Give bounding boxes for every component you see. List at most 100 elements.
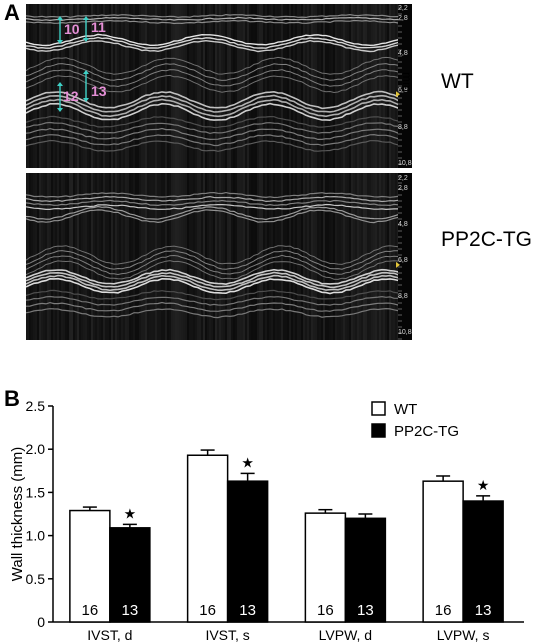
echo-band	[26, 19, 411, 25]
arrow-head	[57, 16, 63, 20]
scale-tick: 6,8	[398, 87, 408, 94]
sample-size-label: 13	[239, 602, 256, 619]
significance-star: ★	[477, 478, 490, 494]
significance-star: ★	[124, 506, 137, 522]
measurement-label: 10	[64, 21, 80, 37]
y-tick-label: 2.0	[26, 441, 46, 457]
echo-band	[26, 245, 411, 265]
scale-tick: 4,8	[398, 50, 408, 57]
sample-size-label: 16	[199, 602, 216, 619]
category-label: IVST, s	[205, 627, 249, 642]
measurement-label: 11	[91, 19, 106, 35]
echo-band	[26, 195, 411, 203]
echo-band	[26, 115, 411, 129]
scale-marker	[396, 91, 400, 98]
legend-label: PP2C-TG	[394, 423, 459, 440]
echo-band	[26, 254, 411, 276]
sample-size-label: 16	[435, 602, 452, 619]
arrow-head	[83, 38, 89, 42]
y-tick-label: 2.5	[26, 398, 46, 414]
echo-band	[26, 127, 411, 141]
arrow-head	[83, 98, 89, 102]
panel-a-letter: A	[4, 0, 20, 25]
sample-size-label: 16	[82, 602, 99, 619]
y-tick-label: 1.0	[26, 528, 46, 544]
echo-band	[26, 102, 411, 122]
echo-band	[26, 139, 411, 152]
echo-band	[26, 277, 411, 295]
echo-band	[26, 274, 411, 292]
echo-band	[26, 13, 411, 19]
arrow-head	[83, 70, 89, 74]
echo-band	[26, 301, 411, 312]
echo-band	[26, 90, 411, 110]
bar	[462, 500, 504, 623]
label-wt: WT	[441, 70, 474, 93]
bar-chart: 0 0.5 1.0 1.5 2.0 2.5 Wall thickness (mm) 16 13 ★…	[9, 398, 524, 642]
echo-band	[26, 36, 411, 49]
panel-b-letter: B	[4, 386, 20, 411]
scale-tick: 10,8	[398, 160, 412, 167]
y-tick-label: 0	[37, 614, 45, 630]
sample-size-label: 13	[475, 602, 492, 619]
echo-band	[26, 98, 411, 118]
echo-band	[26, 94, 411, 113]
echo-band	[26, 133, 411, 147]
category-label: LVPW, d	[319, 627, 372, 642]
echo-band	[26, 260, 411, 280]
scale-tick: 2,2	[398, 175, 408, 182]
significance-star: ★	[241, 455, 254, 471]
echo-band	[26, 121, 411, 135]
echo-band	[26, 271, 411, 289]
category-label: LVPW, s	[437, 627, 490, 642]
echo-band	[26, 33, 411, 47]
y-axis-label: Wall thickness (mm)	[9, 447, 26, 581]
scale-tick: 10,8	[398, 329, 412, 336]
measurement-label: 12	[63, 88, 79, 104]
echo-band	[26, 16, 411, 22]
echo-band	[26, 63, 411, 81]
legend-swatch	[371, 423, 386, 438]
scale-strip	[398, 4, 412, 168]
arrow-head	[57, 108, 63, 112]
y-tick-label: 0.5	[26, 571, 46, 587]
scale-strip	[398, 173, 412, 340]
measurement-label: 13	[91, 83, 107, 99]
echo-band	[26, 295, 411, 306]
category-label: IVST, d	[87, 627, 132, 642]
echo-band	[26, 268, 411, 286]
echo-band	[26, 56, 411, 75]
scale-marker	[396, 261, 400, 268]
legend-label: WT	[394, 401, 417, 418]
scale-tick: 8,8	[398, 293, 408, 300]
echo-image-pp2c	[26, 173, 412, 340]
bar	[422, 480, 464, 623]
scale-tick: 2,2	[398, 5, 408, 12]
echo-mmode-pp2c	[26, 173, 412, 340]
bar	[304, 512, 347, 623]
echo-band	[26, 307, 411, 319]
echo-band	[26, 203, 411, 211]
arrow-head	[57, 82, 63, 86]
echo-band	[26, 250, 411, 270]
bar	[344, 517, 387, 623]
echo-band	[26, 191, 411, 199]
scale-tick: 8,8	[398, 124, 408, 131]
unit-label: mm	[400, 72, 414, 92]
label-pp2c-tg: PP2C-TG	[441, 228, 533, 251]
echo-band	[26, 209, 411, 224]
bar	[186, 454, 229, 623]
sample-size-label: 16	[317, 602, 334, 619]
bar	[226, 480, 269, 623]
echo-band	[26, 69, 411, 88]
scale-tick: 4,8	[398, 221, 408, 228]
scale-tick: 6,8	[398, 257, 408, 264]
arrow-head	[83, 16, 89, 20]
scale-tick: 2,8	[398, 185, 408, 192]
echo-band	[26, 199, 411, 207]
arrow-head	[57, 40, 63, 44]
echo-image-wt	[26, 4, 412, 168]
echo-band	[26, 289, 411, 301]
sample-size-label: 13	[357, 602, 374, 619]
scale-tick: 2,8	[398, 15, 408, 22]
